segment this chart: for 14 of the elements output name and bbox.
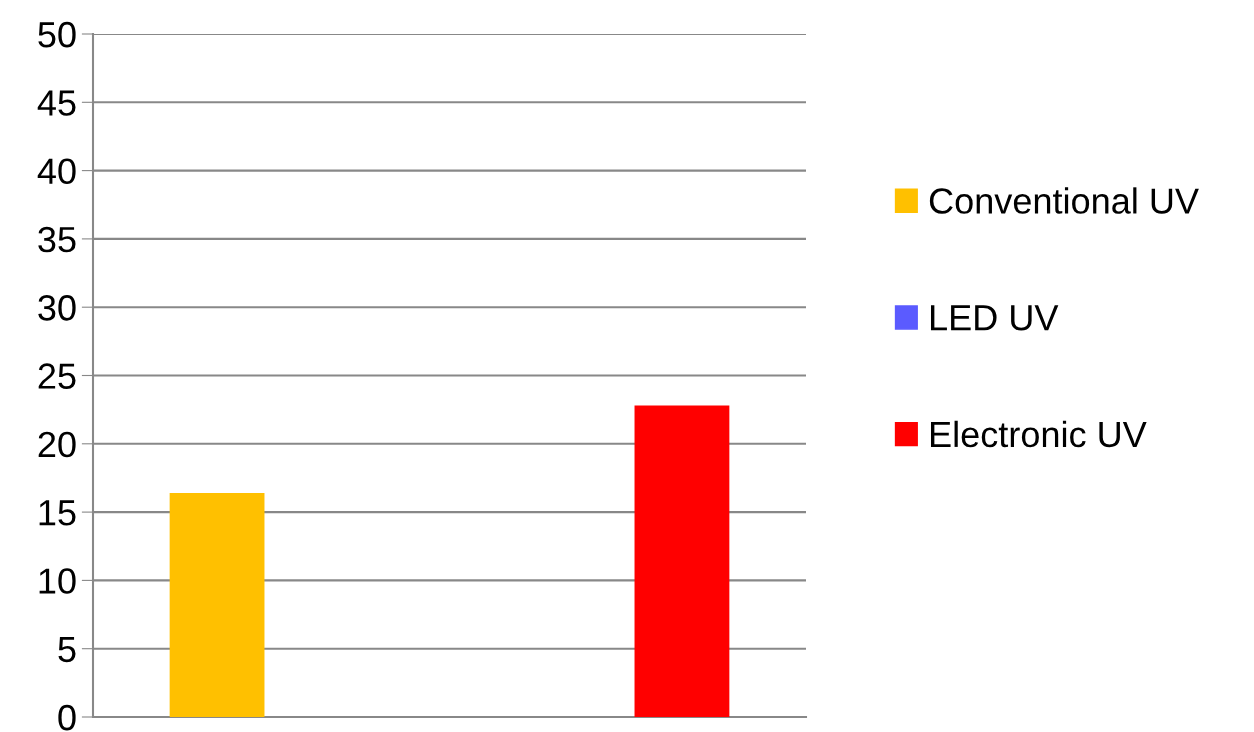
y-tick-label: 25 — [38, 363, 76, 389]
legend-label: Electronic UV — [931, 420, 1147, 448]
legend-label: LED UV — [931, 305, 1059, 331]
y-tick-label: 30 — [38, 295, 76, 321]
y-tick-label: 50 — [38, 21, 76, 48]
y-tick-label: 5 — [58, 636, 76, 663]
y-tick-label: 20 — [38, 431, 76, 458]
y-tick-label: 10 — [39, 568, 76, 594]
y-tick-label: 0 — [58, 704, 76, 731]
y-tick-label: 15 — [39, 500, 76, 526]
y-tick-label: 35 — [38, 226, 76, 253]
legend-label: Conventional UV — [929, 187, 1199, 214]
y-tick-label: 45 — [37, 90, 76, 116]
y-tick-label: 40 — [37, 158, 76, 185]
